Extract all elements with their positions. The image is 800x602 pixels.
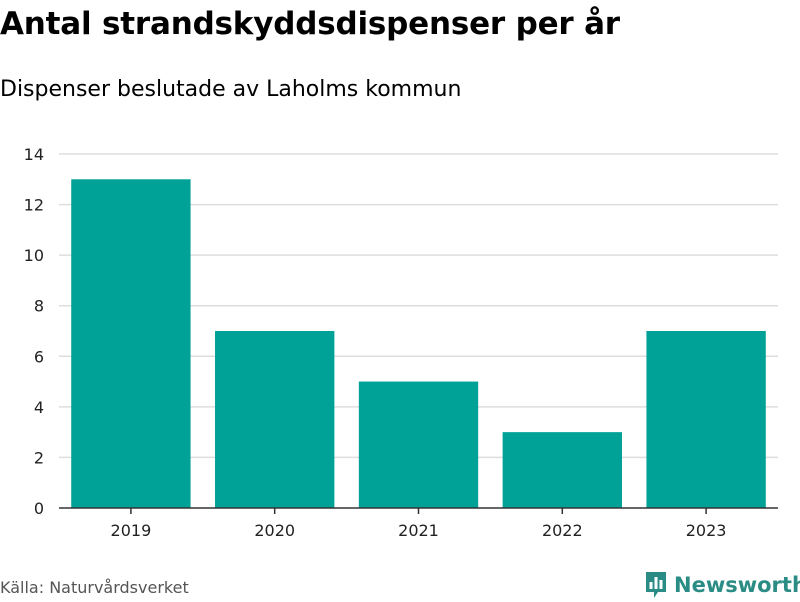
y-tick-label: 8 bbox=[34, 297, 44, 316]
y-tick-label: 0 bbox=[34, 499, 44, 518]
chart-subtitle: Dispenser beslutade av Laholms kommun bbox=[0, 77, 462, 102]
y-tick-label: 2 bbox=[34, 448, 44, 467]
source-note: Källa: Naturvårdsverket bbox=[0, 578, 189, 597]
x-tick-label: 2023 bbox=[686, 521, 727, 540]
x-tick-label: 2021 bbox=[398, 521, 439, 540]
bar-2020 bbox=[215, 331, 335, 508]
y-tick-label: 12 bbox=[24, 196, 44, 215]
y-tick-label: 4 bbox=[34, 398, 44, 417]
brand-name: Newsworthy bbox=[674, 573, 800, 597]
y-tick-label: 14 bbox=[24, 145, 44, 164]
y-tick-label: 10 bbox=[24, 246, 44, 265]
y-tick-label: 6 bbox=[34, 347, 44, 366]
bar-2019 bbox=[71, 179, 191, 509]
brand-logo: Newsworthy bbox=[644, 568, 800, 602]
bar-2023 bbox=[646, 331, 766, 508]
bar-2021 bbox=[358, 381, 479, 508]
chart-title: Antal strandskyddsdispenser per år bbox=[0, 6, 620, 42]
bar-chart-logo-icon bbox=[646, 572, 666, 598]
x-tick-label: 2020 bbox=[254, 521, 295, 540]
x-tick-label: 2019 bbox=[111, 521, 152, 540]
x-tick-label: 2022 bbox=[542, 521, 583, 540]
bar-2022 bbox=[502, 432, 622, 508]
